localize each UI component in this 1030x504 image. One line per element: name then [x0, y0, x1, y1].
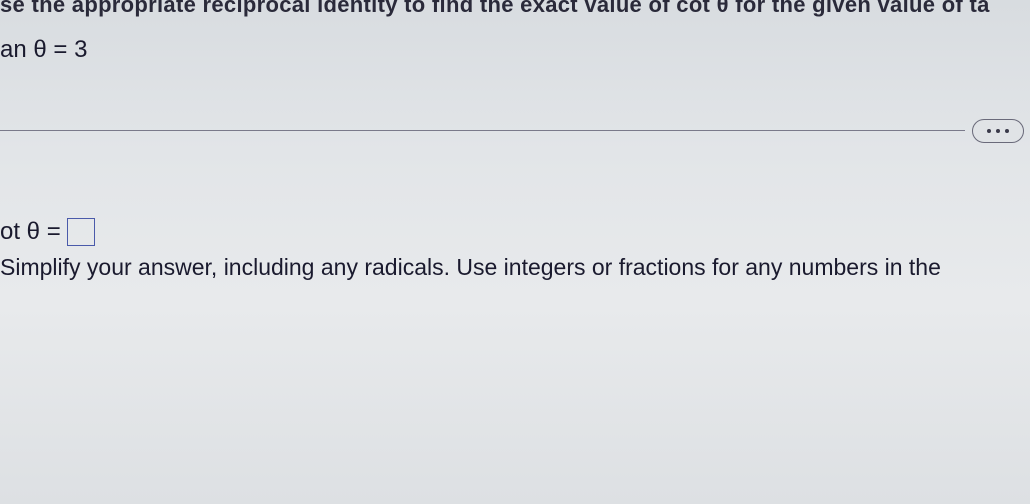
ellipsis-dot-icon: [996, 129, 1000, 133]
given-value-text: an θ = 3: [0, 36, 87, 64]
instruction-text: Simplify your answer, including any radi…: [0, 254, 941, 281]
section-divider: [0, 130, 965, 131]
ellipsis-dot-icon: [1005, 129, 1009, 133]
answer-input-box[interactable]: [67, 218, 95, 246]
given-label: an θ = 3: [0, 36, 87, 63]
more-options-button[interactable]: [972, 119, 1024, 143]
answer-row: ot θ =: [0, 218, 95, 246]
prompt-partial-text: se the appropriate reciprocal identity t…: [0, 0, 990, 18]
ellipsis-dot-icon: [987, 129, 991, 133]
answer-label: ot θ =: [0, 218, 61, 246]
